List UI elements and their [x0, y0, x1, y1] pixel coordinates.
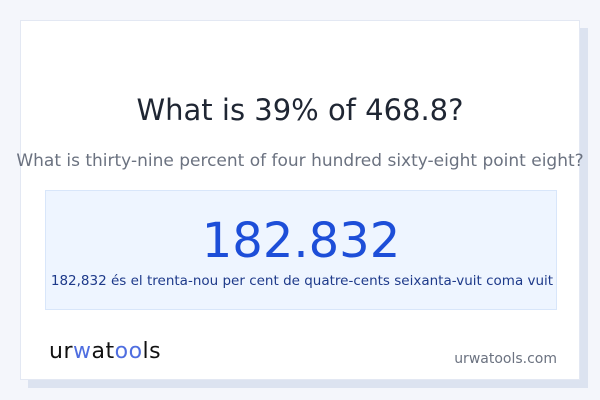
page-subtitle: What is thirty-nine percent of four hund… [16, 151, 584, 171]
urwatools-logo[interactable]: urwatools [49, 339, 162, 364]
site-domain: urwatools.com [454, 351, 557, 367]
result-value: 182.832 [201, 213, 401, 269]
page-title: What is 39% of 468.8? [136, 93, 464, 127]
result-card: What is 39% of 468.8? What is thirty-nin… [16, 20, 584, 380]
result-box: 182.832 182,832 és el trenta-nou per cen… [45, 190, 557, 310]
result-words: 182,832 és el trenta-nou per cent de qua… [50, 273, 554, 289]
